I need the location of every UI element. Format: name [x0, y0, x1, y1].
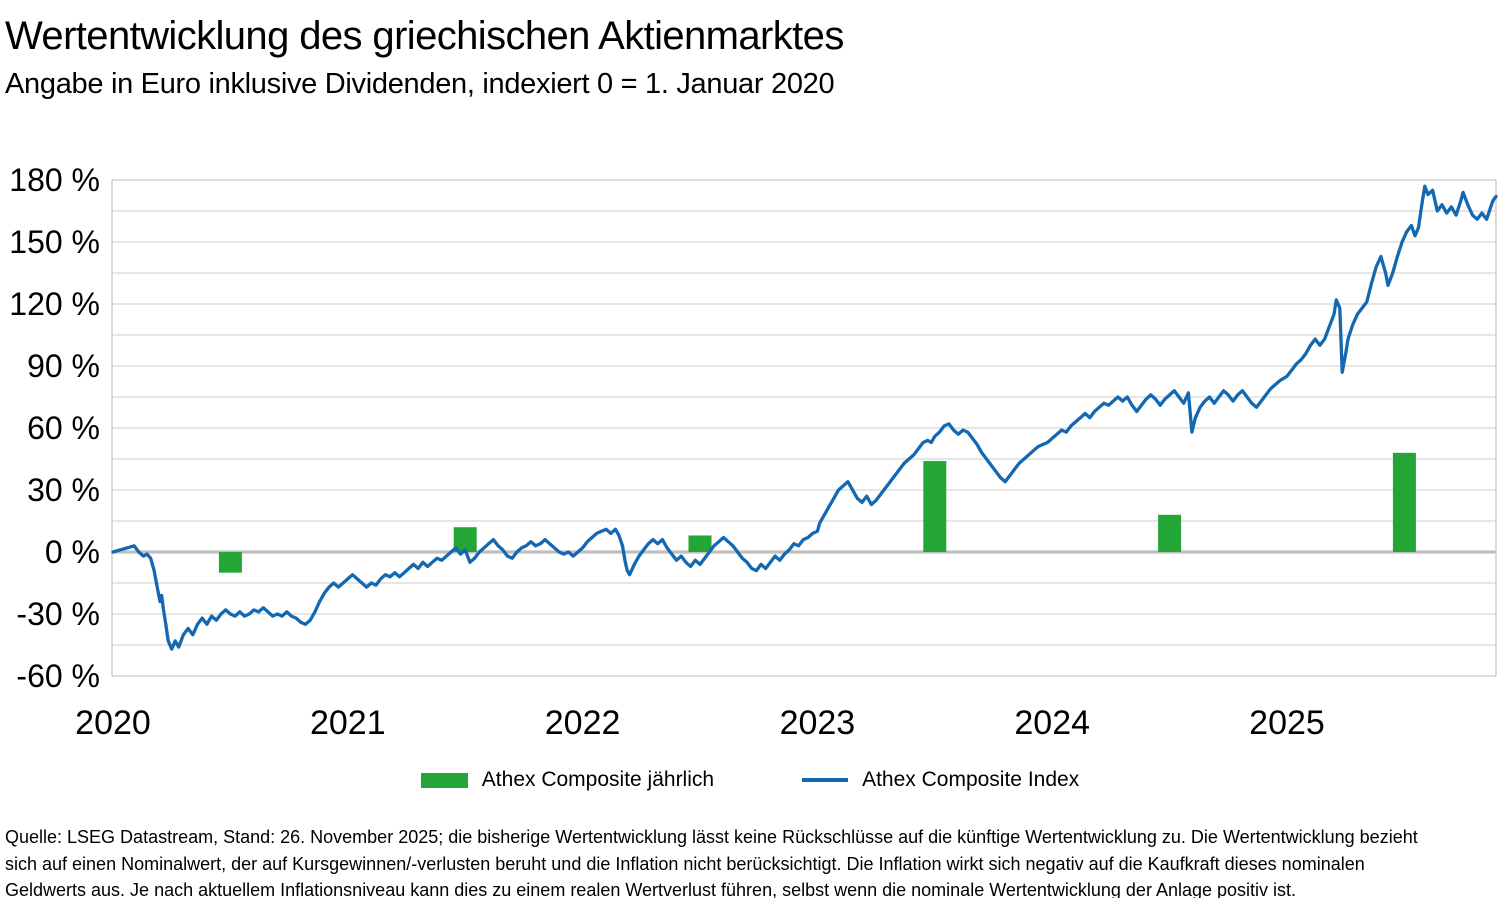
source-line-3: Geldwerts aus. Je nach aktuellem Inflati…	[5, 880, 1297, 898]
legend-line-label: Athex Composite Index	[862, 768, 1080, 791]
legend-bars-label: Athex Composite jährlich	[481, 768, 715, 791]
annual-return-bar	[923, 461, 947, 552]
annual-return-bar	[218, 552, 242, 573]
annual-return-bar	[688, 535, 712, 552]
y-axis-tick-label: 30 %	[27, 472, 100, 508]
annual-return-bar	[453, 527, 477, 552]
y-axis-tick-label: 0 %	[45, 534, 100, 570]
y-axis-tick-label: 60 %	[27, 410, 100, 446]
x-axis-tick-label: 2022	[545, 704, 621, 742]
index-line	[111, 184, 1498, 651]
x-axis-tick-label: 2021	[310, 704, 386, 742]
x-axis-tick-label: 2020	[75, 704, 151, 742]
y-axis-tick-label: 120 %	[9, 286, 100, 322]
performance-chart: 180 % 150 % 120 % 90 % 60 % 30 % 0 % -30 % -60 %…	[0, 148, 1500, 773]
line-swatch-icon	[802, 778, 849, 782]
x-axis-tick-label: 2023	[780, 704, 856, 742]
chart-legend: Athex Composite jährlich Athex Composite…	[0, 768, 1500, 792]
page-title: Wertentwicklung des griechischen Aktienm…	[5, 14, 844, 58]
page-subtitle: Angabe in Euro inklusive Dividenden, ind…	[5, 68, 835, 100]
legend-item-line: Athex Composite Index	[802, 768, 1079, 792]
x-axis-tick-label: 2025	[1249, 704, 1325, 742]
source-line-2: sich auf einen Nominalwert, der auf Kurs…	[5, 853, 1365, 874]
y-axis-tick-label: 180 %	[9, 162, 100, 198]
source-disclaimer: Quelle: LSEG Datastream, Stand: 26. Nove…	[5, 824, 1500, 898]
bar-swatch-icon	[420, 772, 468, 788]
annual-return-bar	[1392, 452, 1416, 552]
y-axis-tick-label: 90 %	[27, 348, 100, 384]
chart-canvas: 180 % 150 % 120 % 90 % 60 % 30 % 0 % -30 % -60 %…	[9, 162, 1498, 742]
annual-return-bar	[1158, 514, 1182, 552]
y-axis-tick-label: 150 %	[9, 224, 100, 260]
y-axis-tick-label: -30 %	[16, 596, 100, 632]
y-axis-tick-label: -60 %	[16, 658, 100, 694]
source-line-1: Quelle: LSEG Datastream, Stand: 26. Nove…	[5, 827, 1418, 847]
legend-item-bars: Athex Composite jährlich	[420, 768, 715, 792]
x-axis-tick-label: 2024	[1014, 704, 1090, 742]
